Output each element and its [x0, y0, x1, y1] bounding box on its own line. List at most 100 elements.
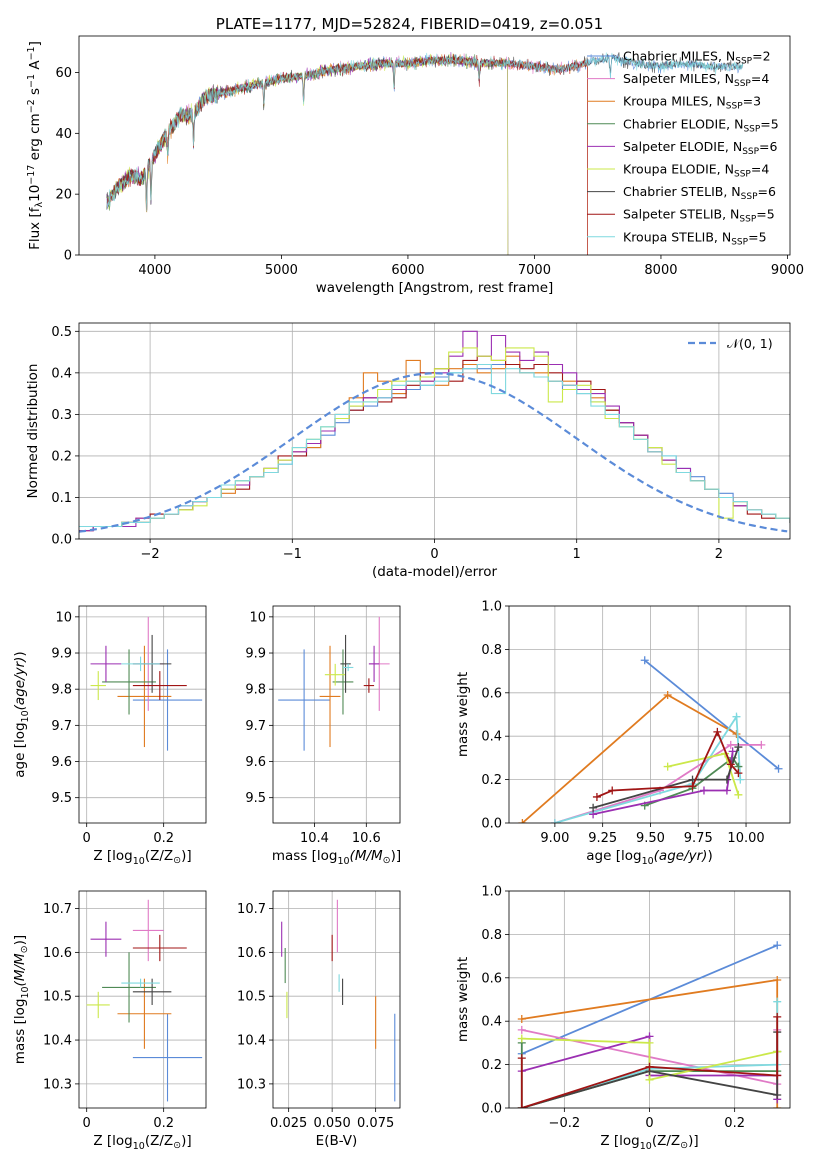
mass-weight-marker: [645, 1062, 654, 1071]
residuals-legend: 𝒩(0, 1): [688, 336, 773, 351]
mass-weight-line: [644, 756, 740, 807]
error-bar-point: [117, 978, 172, 1049]
massweight-vs-age-frame: [508, 605, 791, 824]
x-axis-label: E(B-V): [316, 1133, 358, 1149]
figure-title: PLATE=1177, MJD=52824, FIBERID=0419, z=0…: [216, 15, 603, 33]
error-bar-point: [319, 645, 341, 748]
mass-weight-marker: [773, 1090, 782, 1099]
age-vs-Z-frame: [78, 605, 207, 824]
spectrum-line: [106, 52, 509, 255]
legend-entry: Salpeter STELIB, NSSP=5: [623, 207, 775, 225]
x-axis-label: wavelength [Angstrom, rest frame]: [316, 280, 554, 296]
error-bar-point: [324, 663, 346, 686]
residuals-frame: [78, 322, 791, 540]
y-tick-label: 0.4: [51, 366, 72, 381]
x-tick-label: 10.6: [352, 831, 381, 846]
error-bar-point: [102, 649, 156, 715]
x-tick-label: 10.4: [300, 831, 329, 846]
y-tick-label: 0.8: [481, 928, 502, 943]
massweight-vs-Z-lines: [517, 941, 782, 1108]
y-tick-label: 10.3: [43, 1077, 72, 1092]
y-tick-label: 0.3: [51, 408, 72, 423]
mass-weight-marker: [757, 740, 766, 749]
y-tick-label: 0.2: [51, 449, 72, 464]
massweight-vs-age-lines: [518, 656, 783, 823]
y-axis-label: mass weight: [455, 672, 471, 757]
y-tick-label: 0.1: [51, 491, 72, 506]
mass-weight-marker: [518, 819, 527, 823]
mass-weight-marker: [640, 656, 649, 665]
massweight-vs-age-panel: 9.00 9.25 9.50 9.75 10.00 0.0 0.2 0.4 0.6 0.8 1.0 a…: [455, 600, 791, 867]
y-tick-label: 0.4: [481, 730, 502, 745]
y-tick-label: 1.0: [481, 885, 502, 900]
y-tick-label: 10.6: [43, 946, 72, 961]
error-bar-point: [342, 663, 354, 672]
y-axis-label: mass weight: [455, 957, 471, 1042]
age-vs-mass-grid: [273, 606, 400, 823]
residuals-panel: −2 −1 0 1 2 0.0 0.1 0.2 0.3 0.4 0.5 𝒩(0, 1) (data-mo…: [25, 322, 791, 580]
error-bar-point: [368, 645, 380, 682]
y-tick-label: 0.4: [481, 1015, 502, 1030]
spectrum-frame: [78, 35, 791, 256]
mass-weight-marker: [734, 790, 743, 799]
mass-weight-marker: [773, 1104, 782, 1108]
y-tick-label: 0.2: [481, 1058, 502, 1073]
y-tick-label: 0: [64, 249, 72, 264]
legend-entry: Kroupa MILES, NSSP=3: [623, 94, 761, 112]
error-bar-point: [121, 656, 160, 672]
massweight-vs-age-grid: [509, 605, 790, 824]
y-tick-label: 10: [55, 610, 72, 625]
spectrum-line: [106, 52, 744, 212]
error-bar-point: [132, 934, 187, 962]
y-tick-label: 0.2: [481, 773, 502, 788]
error-bar-point: [340, 634, 351, 693]
mass-weight-marker: [645, 1038, 654, 1047]
age-vs-Z-panel: 0 0.2 9.5 9.6 9.7 9.8 9.9 10 Z [log10(Z/Z⊙)] age …: [12, 605, 207, 867]
x-tick-label: 4000: [138, 263, 171, 278]
error-bar-point: [102, 952, 156, 1023]
y-tick-label: 20: [55, 188, 72, 203]
mass-weight-marker: [773, 975, 782, 984]
spectrum-lines: [106, 52, 744, 255]
x-tick-label: 0.075: [357, 1116, 394, 1131]
mass-weight-marker: [732, 712, 741, 721]
mass-weight-marker: [699, 786, 708, 795]
mass-vs-Z-panel: 0 0.2 10.3 10.4 10.5 10.6 10.7 Z [log10(Z/Z⊙)] m…: [12, 890, 207, 1152]
x-tick-label: 2: [715, 547, 723, 562]
y-tick-label: 10.5: [237, 990, 266, 1005]
mass-weight-marker: [736, 775, 745, 784]
spectrum-legend: Chabrier MILES, NSSP=2 Salpeter MILES, NS…: [587, 49, 779, 247]
mass-weight-marker: [663, 762, 672, 771]
y-axis-label: Flux [fλ10−17 erg cm−2 s−1 A−1]: [26, 41, 45, 250]
mass-vs-Z-frame: [78, 890, 207, 1109]
y-tick-label: 10.6: [237, 946, 266, 961]
x-tick-label: 7000: [518, 263, 551, 278]
error-bar-point: [90, 671, 106, 701]
y-axis-label: age [log10(age/yr)): [12, 651, 31, 777]
y-tick-label: 9.7: [245, 719, 266, 734]
y-tick-label: 0.5: [51, 325, 72, 340]
histogram-step: [79, 363, 790, 528]
x-tick-label: −0.2: [549, 1116, 581, 1131]
mass-weight-marker: [517, 1034, 526, 1043]
mass-weight-marker: [589, 803, 598, 812]
spectrum-line: [106, 53, 588, 255]
error-bar-point: [363, 678, 375, 693]
y-tick-label: 0.0: [51, 533, 72, 548]
x-tick-label: −2: [141, 547, 160, 562]
y-tick-label: 10.4: [237, 1034, 266, 1049]
mass-weight-marker: [517, 1025, 526, 1034]
x-tick-label: 9.50: [636, 831, 665, 846]
mass-weight-marker: [517, 1054, 526, 1063]
x-axis-label: age [log10(age/yr)): [586, 848, 712, 867]
x-tick-label: 0.2: [153, 1116, 174, 1131]
y-tick-label: 9.7: [51, 719, 72, 734]
y-tick-label: 9.5: [245, 791, 266, 806]
error-bar-point: [121, 978, 160, 988]
error-bar-point: [132, 1013, 203, 1102]
legend-entry: Kroupa STELIB, NSSP=5: [623, 229, 767, 247]
mass-weight-line: [592, 746, 740, 809]
mass-weight-marker: [774, 764, 783, 773]
x-tick-label: 0: [430, 547, 438, 562]
